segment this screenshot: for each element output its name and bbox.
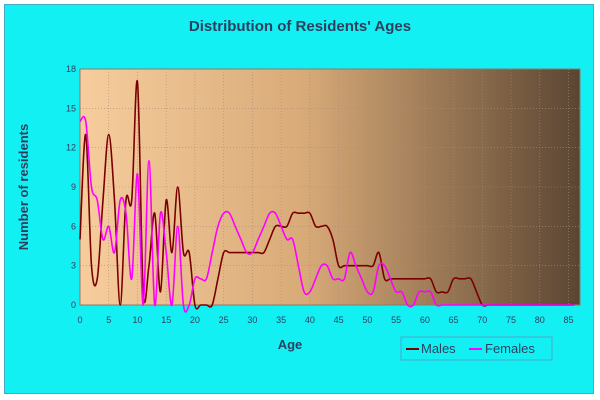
y-tick-label: 3 (71, 261, 76, 271)
chart-title: Distribution of Residents' Ages (189, 18, 411, 35)
x-tick-label: 50 (362, 315, 372, 325)
x-tick-label: 40 (305, 315, 315, 325)
females-series-line (79, 115, 575, 313)
legend-males-label: Males (421, 341, 456, 356)
series-group (79, 79, 575, 313)
y-tick-labels: 0 3 6 9 12 15 18 (66, 64, 76, 310)
y-tick-label: 6 (71, 221, 76, 231)
x-tick-label: 15 (161, 315, 171, 325)
x-tick-labels: 0 5 10 15 20 25 30 35 40 45 50 55 60 65 70 75 80 85 (77, 315, 573, 325)
x-tick-label: 25 (219, 315, 229, 325)
y-tick-label: 12 (66, 143, 76, 153)
y-tick-label: 9 (71, 182, 76, 192)
x-tick-label: 10 (132, 315, 142, 325)
x-tick-label: 0 (77, 315, 82, 325)
x-axis-label: Age (278, 337, 303, 352)
y-tick-label: 15 (66, 103, 76, 113)
x-tick-label: 70 (477, 315, 487, 325)
x-tick-label: 5 (106, 315, 111, 325)
y-axis-label: Number of residents (16, 124, 31, 250)
x-tick-label: 20 (190, 315, 200, 325)
x-tick-label: 75 (506, 315, 516, 325)
gridlines (80, 69, 580, 305)
x-tick-label: 80 (535, 315, 545, 325)
legend-females-label: Females (485, 341, 535, 356)
x-tick-label: 35 (276, 315, 286, 325)
y-tick-label: 18 (66, 64, 76, 74)
x-tick-label: 85 (563, 315, 573, 325)
legend: Males Females (400, 336, 553, 361)
x-tick-label: 30 (247, 315, 257, 325)
x-tick-label: 45 (334, 315, 344, 325)
x-tick-label: 65 (449, 315, 459, 325)
x-tick-label: 60 (420, 315, 430, 325)
y-tick-label: 0 (71, 300, 76, 310)
x-tick-label: 55 (391, 315, 401, 325)
